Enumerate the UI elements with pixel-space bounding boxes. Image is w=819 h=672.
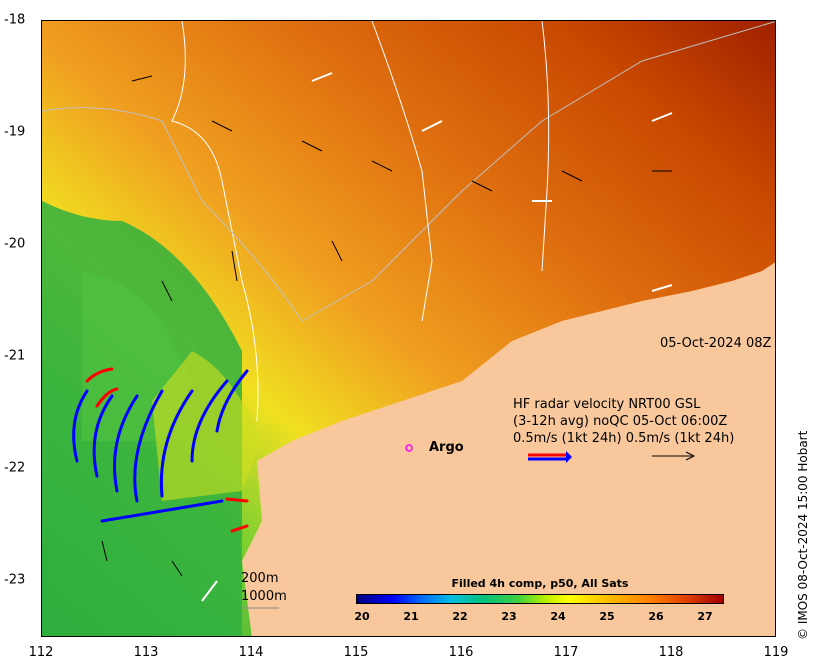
colorbar-tick: 23: [501, 610, 517, 623]
colorbar-tick: 22: [452, 610, 468, 623]
contour-200m: [171, 21, 259, 422]
y-tick: -18: [4, 12, 26, 28]
hf-radar-red: [85, 367, 249, 533]
x-tick: 116: [448, 645, 474, 660]
y-tick: -23: [4, 572, 26, 588]
peninsula: [262, 461, 292, 531]
contour-line-2: [541, 21, 550, 272]
y-tick: -20: [4, 236, 26, 252]
legend-arrows: [528, 451, 696, 463]
y-tick: -22: [4, 460, 26, 476]
x-tick: 113: [133, 645, 159, 660]
y-tick: -21: [4, 348, 26, 364]
x-tick: 115: [343, 645, 369, 660]
x-tick: 117: [553, 645, 579, 660]
colorbar-tick: 20: [354, 610, 370, 623]
hf-radar-blue: [72, 369, 249, 523]
argo-marker: [405, 444, 413, 452]
contour-line: [371, 21, 433, 322]
legend-line-2: (3-12h avg) noQC 05-Oct 06:00Z: [513, 414, 728, 429]
white-current-arrows: [201, 72, 673, 602]
legend-line-1: HF radar velocity NRT00 GSL: [513, 397, 701, 412]
y-tick: -19: [4, 124, 26, 140]
map-canvas: [42, 21, 775, 636]
x-tick: 114: [238, 645, 264, 660]
credit-text: © IMOS 08-Oct-2024 15:00 Hobart: [796, 430, 810, 640]
warm-front: [152, 351, 262, 501]
date-label: 05-Oct-2024 08Z: [660, 336, 772, 351]
argo-label: Argo: [429, 440, 464, 455]
colorbar-title: Filled 4h comp, p50, All Sats: [451, 577, 629, 590]
colorbar-tick: 24: [550, 610, 566, 623]
legend-line-3: 0.5m/s (1kt 24h) 0.5m/s (1kt 24h): [513, 431, 735, 446]
colorbar-tick: 26: [648, 610, 664, 623]
land-mass: [242, 262, 775, 636]
x-tick: 118: [658, 645, 684, 660]
colorbar-tick: 21: [403, 610, 419, 623]
colorbar-tick: 27: [697, 610, 713, 623]
x-tick: 112: [28, 645, 54, 660]
colorbar: [356, 594, 724, 604]
scale-200m: 200m: [241, 571, 279, 586]
x-tick: 119: [763, 645, 789, 660]
current-arrows: [101, 75, 672, 577]
colorbar-tick: 25: [599, 610, 615, 623]
contour-1000m: [42, 21, 775, 322]
map-panel[interactable]: [41, 20, 776, 637]
scale-1000m: 1000m: [241, 589, 287, 604]
